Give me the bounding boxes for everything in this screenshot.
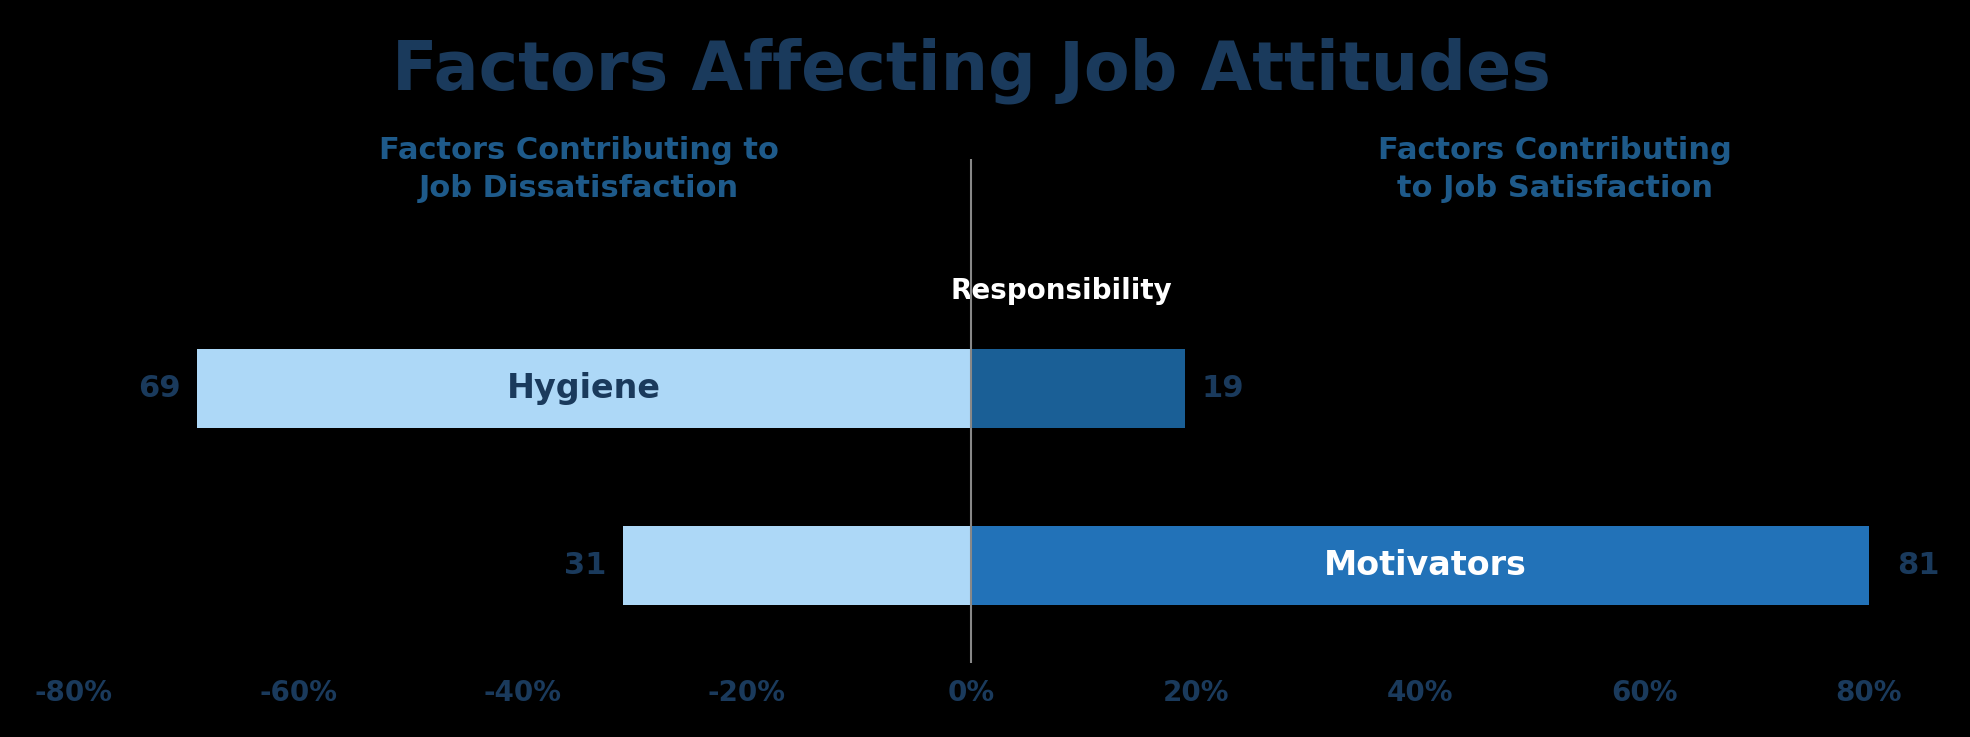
- Bar: [623, 525, 971, 605]
- Text: 31: 31: [563, 551, 607, 580]
- Title: Factors Affecting Job Attitudes: Factors Affecting Job Attitudes: [392, 37, 1550, 104]
- Text: Hygiene: Hygiene: [506, 372, 662, 405]
- Text: 69: 69: [138, 374, 181, 403]
- Bar: [197, 349, 971, 428]
- Text: Motivators: Motivators: [1324, 549, 1527, 581]
- Text: 19: 19: [1202, 374, 1243, 403]
- Bar: [971, 349, 1184, 428]
- Bar: [971, 525, 1879, 605]
- Text: Factors Contributing
to Job Satisfaction: Factors Contributing to Job Satisfaction: [1377, 136, 1732, 203]
- Text: 81: 81: [1897, 551, 1940, 580]
- Text: Responsibility: Responsibility: [950, 277, 1172, 305]
- Text: Factors Contributing to
Job Dissatisfaction: Factors Contributing to Job Dissatisfact…: [378, 136, 778, 203]
